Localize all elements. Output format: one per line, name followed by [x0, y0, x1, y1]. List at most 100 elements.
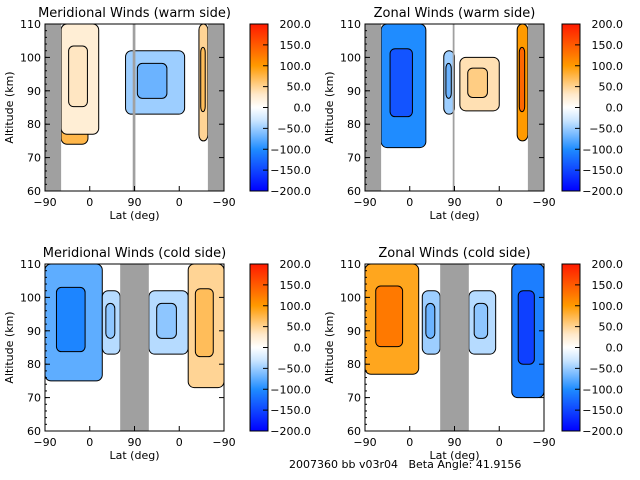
- chart-title: Meridional Winds (warm side): [38, 6, 231, 21]
- chart-title: Zonal Winds (cold side): [378, 246, 530, 261]
- colorbar-tick-label: −200.0: [270, 185, 311, 198]
- x-tick-label: 90: [128, 436, 142, 449]
- y-axis-label: Altitude (km): [3, 71, 16, 143]
- contour-core: [68, 45, 88, 108]
- no-data-band: [120, 264, 149, 431]
- y-tick-label: 110: [20, 258, 41, 271]
- footer-id: 2007360 bb v03r04: [289, 458, 398, 471]
- x-tick-label: 0: [496, 196, 503, 209]
- x-axis-label: Lat (deg): [430, 209, 480, 222]
- footer-beta-label: Beta Angle:: [408, 458, 473, 471]
- no-data-band: [45, 24, 62, 191]
- colorbar-tick-label: 100.0: [280, 60, 312, 73]
- y-tick-label: 60: [347, 185, 361, 198]
- y-tick-label: 70: [27, 152, 41, 165]
- y-tick-label: 80: [347, 118, 361, 131]
- colorbar-tick-label: 0.0: [606, 102, 624, 115]
- colorbar-tick-label: 150.0: [592, 39, 624, 52]
- no-data-band: [132, 24, 136, 191]
- x-tick-label: 90: [128, 196, 142, 209]
- contour-core: [200, 46, 206, 113]
- y-tick-label: 70: [347, 152, 361, 165]
- x-tick-label: −90: [353, 436, 376, 449]
- colorbar-tick-label: 150.0: [592, 279, 624, 292]
- no-data-band: [440, 264, 469, 431]
- colorbar-tick-label: 200.0: [592, 258, 624, 271]
- colorbar-tick-label: 200.0: [592, 18, 624, 31]
- colorbar-tick-label: 100.0: [280, 300, 312, 313]
- x-tick-label: −90: [353, 196, 376, 209]
- x-tick-label: 0: [496, 436, 503, 449]
- no-data-band: [527, 24, 544, 191]
- contour-core: [473, 302, 489, 339]
- chart-panel: Zonal Winds (cold side) 60 70 80 90 100 110 −90…: [323, 246, 623, 462]
- colorbar-tick-label: −100.0: [270, 383, 311, 396]
- contour-core: [517, 290, 535, 365]
- x-tick-label: 0: [86, 196, 93, 209]
- contour-core: [156, 302, 177, 339]
- y-tick-label: 110: [20, 18, 41, 31]
- contour-core: [518, 46, 526, 113]
- colorbar-tick-label: −50.0: [589, 122, 623, 135]
- x-tick-label: −90: [212, 196, 235, 209]
- colorbar-tick-label: 50.0: [287, 321, 312, 334]
- colorbar-tick-label: −150.0: [270, 164, 311, 177]
- x-tick-label: −90: [532, 436, 555, 449]
- y-tick-label: 70: [27, 392, 41, 405]
- x-tick-label: 0: [176, 436, 183, 449]
- colorbar-tick-label: 50.0: [599, 321, 624, 334]
- y-tick-label: 100: [20, 291, 41, 304]
- chart-title: Meridional Winds (cold side): [43, 246, 226, 261]
- colorbar-tick-label: 150.0: [280, 279, 312, 292]
- colorbar-tick-label: 50.0: [287, 81, 312, 94]
- y-tick-label: 100: [340, 51, 361, 64]
- y-tick-label: 110: [340, 258, 361, 271]
- colorbar-tick-label: 150.0: [280, 39, 312, 52]
- colorbar-tick-label: 50.0: [599, 81, 624, 94]
- colorbar-tick-label: −100.0: [582, 383, 623, 396]
- y-tick-label: 70: [347, 392, 361, 405]
- colorbar-tick-label: −50.0: [277, 362, 311, 375]
- x-tick-label: −90: [212, 436, 235, 449]
- y-tick-label: 110: [340, 18, 361, 31]
- colorbar-tick-label: 200.0: [280, 18, 312, 31]
- y-tick-label: 60: [27, 185, 41, 198]
- footer-beta-value: 41.9156: [475, 458, 522, 471]
- y-axis-label: Altitude (km): [3, 311, 16, 383]
- colorbar-tick-label: −200.0: [270, 425, 311, 438]
- y-tick-label: 60: [347, 425, 361, 438]
- colorbar-tick-label: 200.0: [280, 258, 312, 271]
- colorbar-tick-label: −100.0: [270, 143, 311, 156]
- chart-title: Zonal Winds (warm side): [374, 6, 536, 21]
- x-tick-label: 0: [86, 436, 93, 449]
- contour-core: [55, 286, 86, 353]
- x-tick-label: 0: [406, 436, 413, 449]
- colorbar-tick-label: 100.0: [592, 300, 624, 313]
- colorbar-tick-label: −150.0: [270, 404, 311, 417]
- colorbar-tick-label: 0.0: [294, 342, 312, 355]
- x-axis-label: Lat (deg): [430, 449, 480, 462]
- y-axis-label: Altitude (km): [323, 311, 336, 383]
- no-data-band: [207, 24, 224, 191]
- y-tick-label: 80: [27, 118, 41, 131]
- colorbar-tick-label: −50.0: [589, 362, 623, 375]
- x-tick-label: 0: [406, 196, 413, 209]
- colorbar-tick-label: −50.0: [277, 122, 311, 135]
- y-tick-label: 100: [340, 291, 361, 304]
- chart-panel: Meridional Winds (cold side) 60 70 80 90 100 1…: [3, 246, 311, 462]
- y-tick-label: 80: [27, 358, 41, 371]
- x-tick-label: 0: [176, 196, 183, 209]
- y-axis-label: Altitude (km): [323, 71, 336, 143]
- x-axis-label: Lat (deg): [110, 449, 160, 462]
- y-tick-label: 60: [27, 425, 41, 438]
- contour-core: [136, 62, 168, 99]
- chart-panel: Zonal Winds (warm side) 60 70 80 90 100 110 −90…: [323, 6, 623, 222]
- y-tick-label: 90: [27, 85, 41, 98]
- x-tick-label: 90: [448, 436, 462, 449]
- no-data-band: [452, 24, 455, 191]
- x-axis-label: Lat (deg): [110, 209, 160, 222]
- colorbar-tick-label: −200.0: [582, 425, 623, 438]
- x-tick-label: −90: [532, 196, 555, 209]
- y-tick-label: 90: [27, 325, 41, 338]
